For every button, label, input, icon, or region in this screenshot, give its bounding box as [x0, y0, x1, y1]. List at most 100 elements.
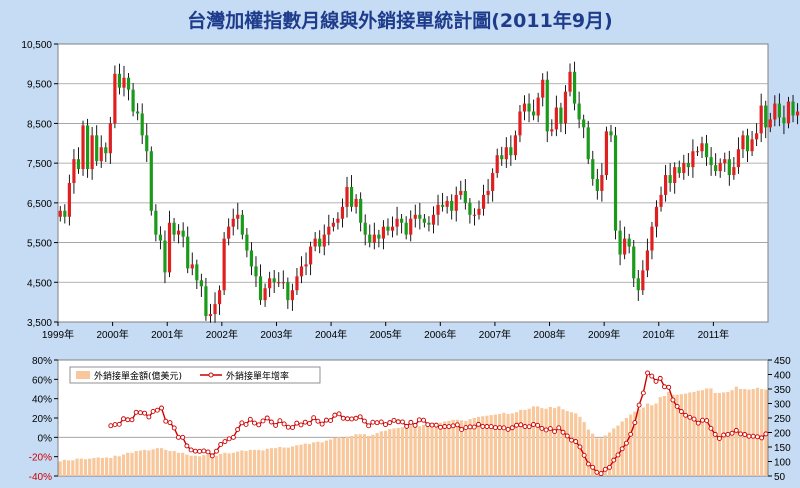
growth-marker: [666, 384, 672, 390]
top-ytick-label: 4,500: [27, 278, 52, 289]
growth-marker: [670, 397, 676, 403]
growth-marker: [277, 418, 283, 424]
growth-marker: [260, 418, 266, 424]
top-xtick-label: 1999年: [42, 328, 74, 341]
candle-body: [85, 125, 90, 170]
order-bar: [324, 440, 328, 476]
candle-body: [736, 149, 741, 168]
growth-marker: [256, 422, 262, 428]
candle-body: [295, 276, 299, 291]
growth-marker: [725, 431, 731, 437]
growth-marker: [108, 423, 114, 429]
growth-marker: [209, 453, 215, 459]
candle-body: [541, 79, 545, 98]
growth-marker: [171, 425, 177, 431]
order-bar: [337, 437, 341, 476]
top-xtick-label: 2009年: [588, 328, 620, 341]
growth-marker: [674, 403, 680, 409]
candle-body: [686, 163, 690, 168]
growth-marker: [476, 421, 481, 427]
order-bar: [214, 455, 219, 476]
growth-marker: [657, 375, 663, 381]
candle-body: [632, 246, 636, 279]
order-bar: [299, 444, 303, 476]
top-xtick-label: 2005年: [370, 328, 402, 341]
order-bar: [138, 450, 143, 476]
bottom-right-tick-label: 400: [774, 371, 791, 382]
candle-body: [755, 133, 759, 140]
top-ytick-label: 6,500: [27, 199, 52, 210]
growth-marker: [429, 422, 435, 428]
order-bar: [193, 455, 197, 476]
growth-marker: [446, 424, 452, 430]
candle-body: [395, 218, 399, 227]
bottom-right-tick-label: 150: [774, 443, 791, 454]
order-bar: [468, 419, 472, 476]
growth-marker: [636, 402, 642, 408]
order-bar: [540, 408, 544, 476]
order-bar: [75, 458, 79, 476]
growth-marker: [577, 444, 583, 450]
order-bar: [223, 452, 227, 476]
legend-box: [69, 366, 321, 384]
order-bar: [58, 461, 62, 476]
candle-body: [759, 105, 763, 134]
growth-marker: [180, 434, 186, 440]
candle-body: [745, 135, 750, 152]
order-bar: [519, 409, 523, 476]
order-bar: [62, 459, 66, 476]
candle-body: [654, 206, 659, 227]
growth-marker: [480, 423, 486, 429]
candle-body: [577, 103, 581, 120]
candle-body: [104, 147, 108, 154]
growth-marker: [307, 421, 312, 426]
order-bar: [417, 426, 421, 476]
order-bar: [109, 458, 113, 476]
order-bar: [760, 389, 764, 476]
order-bar: [367, 435, 371, 476]
candle-body: [95, 135, 99, 162]
top-ytick-label: 3,500: [27, 318, 52, 329]
growth-marker: [129, 417, 135, 423]
growth-marker: [573, 439, 579, 444]
order-bar: [206, 454, 210, 476]
candle-body: [136, 111, 140, 114]
candle-body: [340, 206, 345, 219]
candle-body: [600, 175, 604, 191]
candle-body: [149, 151, 153, 211]
order-bar: [709, 388, 713, 476]
candle-body: [454, 194, 458, 211]
candle-body: [709, 157, 713, 166]
candle-body: [586, 127, 590, 160]
growth-marker: [353, 415, 359, 421]
order-bar: [574, 413, 578, 476]
candle-body: [299, 266, 304, 277]
order-bar: [345, 436, 350, 476]
order-bar: [717, 393, 722, 476]
growth-marker: [556, 425, 562, 431]
bottom-right-tick-label: 200: [774, 429, 791, 440]
bottom-left-tick-label: 40%: [32, 395, 52, 406]
order-bar: [383, 430, 388, 476]
candle-body: [163, 240, 167, 273]
growth-marker: [619, 446, 625, 452]
growth-marker: [184, 443, 190, 449]
candle-body: [67, 183, 71, 217]
candle-body: [513, 135, 518, 156]
growth-marker: [433, 422, 439, 428]
order-bar: [481, 416, 485, 476]
order-bar: [328, 439, 333, 476]
candle-body: [368, 234, 372, 243]
growth-marker: [623, 440, 629, 446]
growth-marker: [163, 418, 169, 424]
growth-marker: [167, 420, 173, 426]
growth-marker: [535, 422, 541, 428]
growth-marker: [497, 425, 503, 431]
candle-body: [691, 151, 695, 168]
order-bar: [447, 420, 451, 476]
growth-marker: [285, 424, 291, 430]
legend-line-label: 外銷接單年增率: [226, 370, 289, 382]
growth-marker: [712, 431, 718, 437]
candle-body: [354, 198, 358, 207]
candle-body: [641, 270, 645, 291]
